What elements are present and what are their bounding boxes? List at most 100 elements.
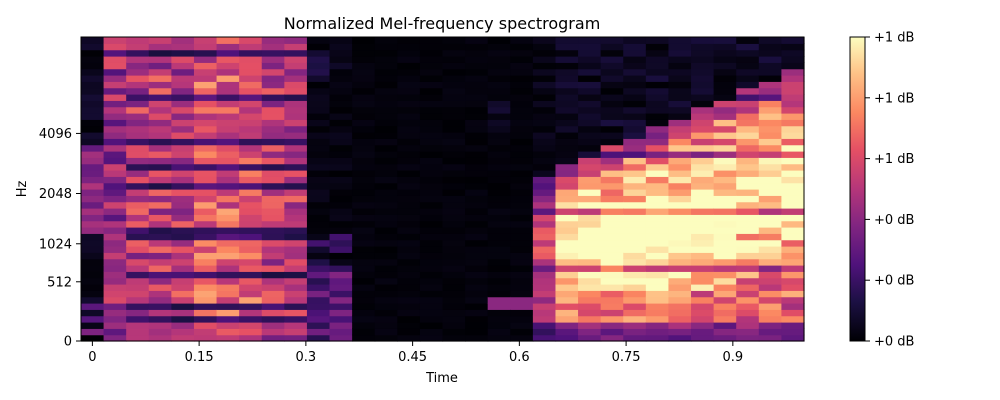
spectrogram-cell: [714, 107, 737, 114]
spectrogram-cell: [623, 202, 646, 209]
spectrogram-cell: [465, 119, 488, 126]
spectrogram-cell: [601, 62, 624, 69]
spectrogram-cell: [420, 62, 443, 69]
spectrogram-cell: [81, 176, 104, 183]
spectrogram-cell: [149, 56, 172, 63]
spectrogram-cell: [646, 284, 669, 291]
spectrogram-cell: [646, 94, 669, 101]
spectrogram-cell: [781, 151, 804, 158]
spectrogram-cell: [601, 164, 624, 171]
spectrogram-cell: [578, 126, 601, 133]
spectrogram-cell: [397, 322, 420, 329]
spectrogram-cell: [443, 145, 466, 152]
spectrogram-cell: [194, 151, 217, 158]
spectrogram-cell: [510, 233, 533, 240]
spectrogram-cell: [307, 151, 330, 158]
spectrogram-cell: [601, 126, 624, 133]
spectrogram-cell: [443, 252, 466, 259]
spectrogram-cell: [330, 265, 353, 272]
x-tick-label: 0.75: [612, 350, 641, 365]
spectrogram-cell: [623, 328, 646, 335]
spectrogram-cell: [284, 309, 307, 316]
spectrogram-cell: [420, 208, 443, 215]
spectrogram-cell: [239, 50, 262, 57]
spectrogram-cell: [420, 309, 443, 316]
spectrogram-cell: [104, 113, 127, 120]
spectrogram-cell: [284, 202, 307, 209]
spectrogram-cell: [646, 303, 669, 310]
spectrogram-cell: [578, 284, 601, 291]
spectrogram-cell: [691, 94, 714, 101]
spectrogram-cell: [623, 316, 646, 323]
spectrogram-cell: [149, 227, 172, 234]
spectrogram-cell: [81, 170, 104, 177]
spectrogram-cell: [307, 208, 330, 215]
spectrogram-cell: [736, 75, 759, 82]
spectrogram-cell: [307, 107, 330, 114]
spectrogram-cell: [375, 94, 398, 101]
spectrogram-cell: [262, 208, 285, 215]
spectrogram-cell: [126, 265, 149, 272]
spectrogram-cell: [578, 271, 601, 278]
spectrogram-cell: [510, 107, 533, 114]
spectrogram-cell: [668, 164, 691, 171]
spectrogram-cell: [443, 138, 466, 145]
spectrogram-cell: [262, 316, 285, 323]
spectrogram-cell: [781, 170, 804, 177]
spectrogram-cell: [555, 157, 578, 164]
spectrogram-cell: [668, 259, 691, 266]
spectrogram-cell: [239, 202, 262, 209]
spectrogram-cell: [510, 208, 533, 215]
spectrogram-cell: [171, 246, 194, 253]
spectrogram-cell: [465, 265, 488, 272]
spectrogram-cell: [330, 132, 353, 139]
spectrogram-cell: [104, 309, 127, 316]
spectrogram-cell: [262, 126, 285, 133]
spectrogram-cell: [217, 208, 240, 215]
spectrogram-cell: [194, 227, 217, 234]
spectrogram-cell: [555, 316, 578, 323]
spectrogram-cell: [217, 94, 240, 101]
spectrogram-cell: [171, 233, 194, 240]
spectrogram-cell: [691, 119, 714, 126]
spectrogram-cell: [104, 202, 127, 209]
spectrogram-cell: [104, 183, 127, 190]
spectrogram-cell: [81, 81, 104, 88]
spectrogram-cell: [578, 81, 601, 88]
spectrogram-cell: [307, 183, 330, 190]
spectrogram-cell: [375, 297, 398, 304]
spectrogram-cell: [488, 132, 511, 139]
spectrogram-cell: [194, 56, 217, 63]
spectrogram-cell: [781, 303, 804, 310]
spectrogram-cell: [420, 145, 443, 152]
spectrogram-cell: [781, 240, 804, 247]
spectrogram-cell: [307, 284, 330, 291]
spectrogram-cell: [578, 88, 601, 95]
spectrogram-cell: [194, 157, 217, 164]
spectrogram-cell: [668, 297, 691, 304]
spectrogram-cell: [578, 138, 601, 145]
y-tick-label: 0: [64, 335, 72, 350]
spectrogram-cell: [578, 303, 601, 310]
spectrogram-cell: [601, 284, 624, 291]
spectrogram-cell: [533, 271, 556, 278]
spectrogram-cell: [352, 62, 375, 69]
spectrogram-cell: [691, 297, 714, 304]
spectrogram-cell: [149, 221, 172, 228]
x-tick-label: 0.9: [722, 350, 743, 365]
spectrogram-cell: [533, 233, 556, 240]
spectrogram-cell: [171, 214, 194, 221]
spectrogram-cell: [443, 132, 466, 139]
spectrogram-cell: [307, 290, 330, 297]
spectrogram-cell: [352, 132, 375, 139]
spectrogram-cell: [397, 240, 420, 247]
spectrogram-cell: [759, 43, 782, 50]
spectrogram-cell: [533, 240, 556, 247]
spectrogram-cell: [555, 151, 578, 158]
spectrogram-cell: [126, 183, 149, 190]
spectrogram-cell: [736, 221, 759, 228]
spectrogram-cell: [601, 246, 624, 253]
spectrogram-cell: [578, 132, 601, 139]
spectrogram-cell: [465, 246, 488, 253]
spectrogram-cell: [307, 221, 330, 228]
